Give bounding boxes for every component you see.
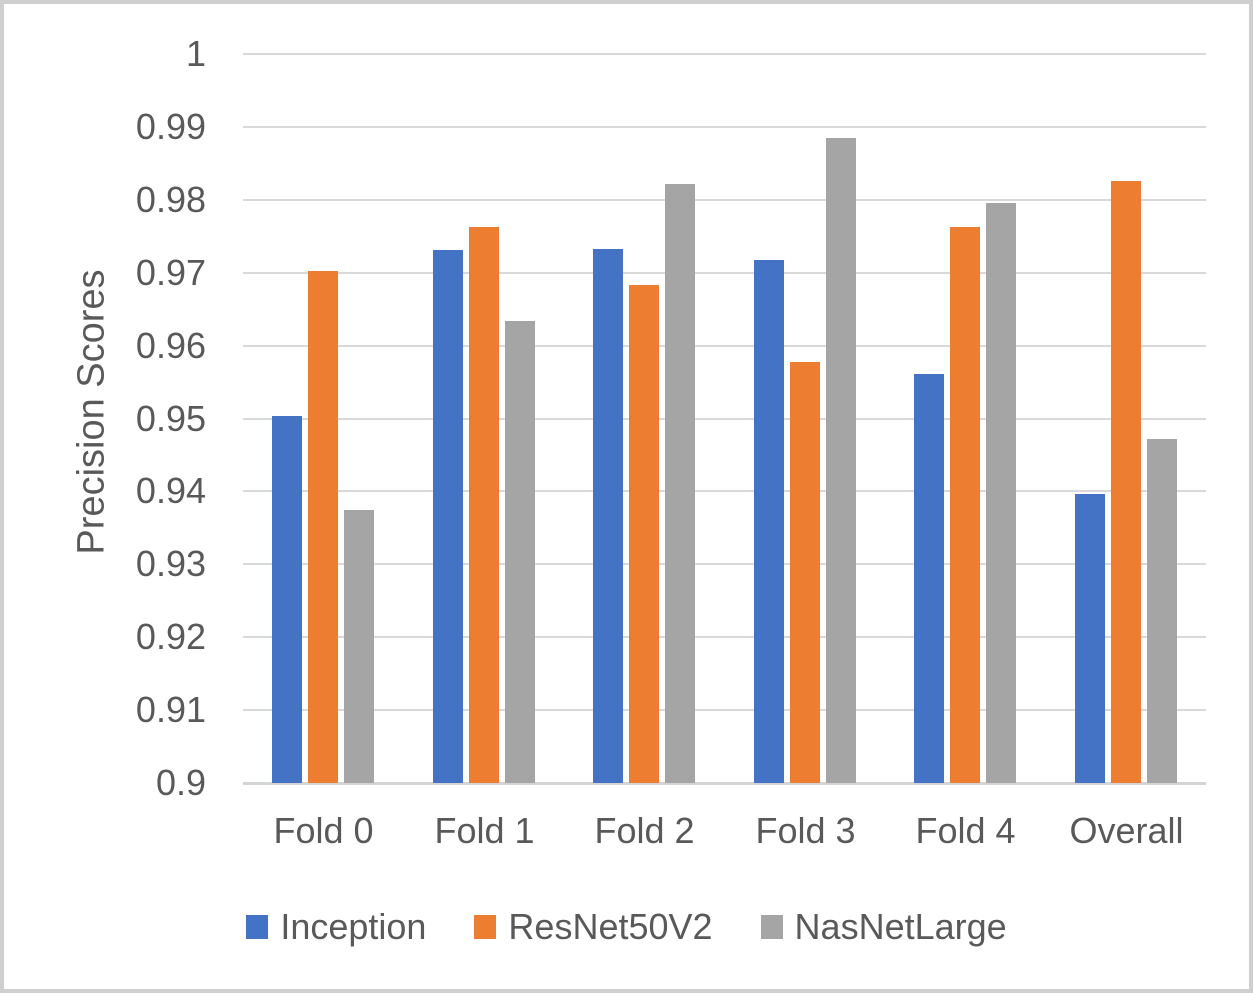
x-category-label: Fold 4 — [915, 810, 1016, 851]
legend-item-nasnetlarge: NasNetLarge — [760, 906, 1007, 947]
bar-inception-fold-3 — [754, 260, 784, 783]
bar-nasnetlarge-fold-2 — [665, 184, 695, 783]
legend-label: NasNetLarge — [794, 906, 1007, 947]
gridline — [243, 125, 1206, 128]
legend-item-inception: Inception — [246, 909, 426, 945]
bar-nasnetlarge-fold-4 — [986, 203, 1016, 783]
plot-area — [243, 53, 1206, 785]
y-tick-label: 0.98 — [135, 178, 206, 220]
gridline — [243, 53, 1206, 55]
legend: Inception ResNet50V2 NasNetLarge — [4, 909, 1249, 945]
y-tick-label: 0.93 — [135, 543, 206, 585]
y-tick-label: 0.91 — [135, 689, 206, 731]
bar-resnet50v2-fold-4 — [950, 227, 980, 783]
gridline — [243, 782, 1206, 785]
bar-inception-fold-0 — [272, 416, 302, 783]
legend-item-resnet50v2: ResNet50V2 — [474, 906, 713, 947]
gridline — [243, 709, 1206, 712]
bar-resnet50v2-fold-0 — [308, 271, 338, 783]
legend-label: ResNet50V2 — [508, 906, 713, 947]
bar-nasnetlarge-overall — [1147, 439, 1177, 783]
y-tick-label: 0.99 — [135, 105, 206, 147]
gridline — [243, 198, 1206, 201]
bar-inception-fold-1 — [433, 250, 463, 783]
bar-inception-fold-4 — [914, 374, 944, 783]
x-category-label: Overall — [1069, 810, 1184, 851]
bar-resnet50v2-fold-2 — [629, 285, 659, 783]
x-category-label: Fold 3 — [755, 810, 856, 851]
legend-swatch-icon — [474, 915, 497, 939]
y-tick-label: 0.95 — [135, 397, 206, 439]
y-tick-label: 0.94 — [135, 470, 206, 512]
y-tick-label: 0.9 — [155, 762, 206, 803]
bar-resnet50v2-fold-1 — [469, 227, 499, 783]
bar-nasnetlarge-fold-1 — [505, 321, 535, 783]
bar-resnet50v2-overall — [1111, 181, 1141, 783]
bar-nasnetlarge-fold-3 — [826, 138, 856, 783]
gridline — [243, 636, 1206, 639]
gridline — [243, 563, 1206, 566]
gridline — [243, 490, 1206, 493]
y-tick-label: 0.97 — [135, 251, 206, 293]
legend-label: Inception — [280, 906, 427, 947]
x-category-label: Fold 2 — [594, 810, 695, 851]
x-category-label: Fold 1 — [434, 810, 535, 851]
legend-swatch-icon — [760, 915, 783, 939]
bar-resnet50v2-fold-3 — [790, 362, 820, 783]
gridline — [243, 344, 1206, 347]
gridline — [243, 417, 1206, 420]
bar-nasnetlarge-fold-0 — [344, 510, 374, 783]
bar-inception-fold-2 — [593, 249, 623, 783]
legend-swatch-icon — [246, 915, 269, 939]
bar-inception-overall — [1075, 494, 1105, 783]
y-tick-label: 0.96 — [135, 324, 206, 366]
gridline — [243, 271, 1206, 274]
x-category-label: Fold 0 — [273, 810, 374, 851]
y-tick-label: 1 — [185, 33, 206, 74]
y-tick-label: 0.92 — [135, 616, 206, 658]
